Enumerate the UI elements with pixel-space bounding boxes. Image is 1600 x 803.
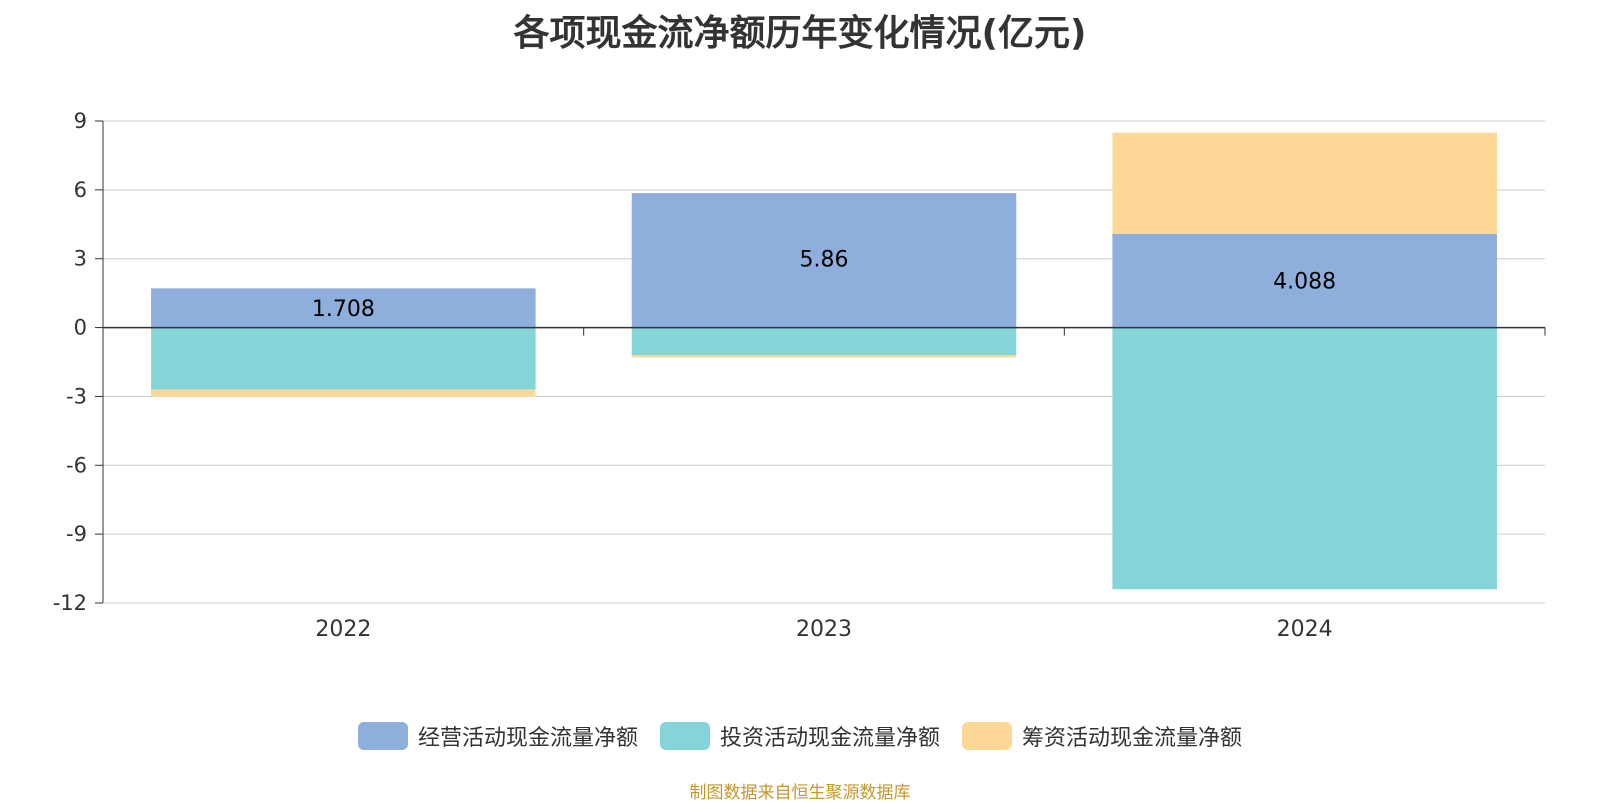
source-note: 制图数据来自恒生聚源数据库 bbox=[689, 783, 911, 803]
legend: 经营活动现金流量净额 投资活动现金流量净额 筹资活动现金流量净额 bbox=[0, 720, 1600, 752]
bar-investing-2024 bbox=[1112, 327, 1497, 590]
legend-swatch-operating bbox=[357, 722, 408, 750]
y-tick-label: 0 bbox=[74, 316, 87, 340]
y-tick-label: -9 bbox=[66, 522, 87, 546]
y-tick-label: 9 bbox=[74, 109, 87, 133]
y-tick-label: 6 bbox=[74, 178, 87, 202]
y-tick-label: -12 bbox=[53, 591, 87, 615]
legend-swatch-financing bbox=[962, 722, 1012, 750]
legend-item-operating[interactable]: 经营活动现金流量净额 bbox=[357, 720, 638, 752]
legend-label-operating: 经营活动现金流量净额 bbox=[417, 726, 638, 751]
legend-label-financing: 筹资活动现金流量净额 bbox=[1022, 726, 1243, 751]
x-tick-label: 2022 bbox=[315, 617, 371, 642]
legend-item-investing[interactable]: 投资活动现金流量净额 bbox=[659, 720, 940, 752]
data-label-2024: 4.088 bbox=[1273, 270, 1336, 295]
data-label-2022: 1.708 bbox=[312, 297, 375, 322]
bar-investing-2023 bbox=[631, 327, 1017, 356]
x-tick-label: 2023 bbox=[796, 617, 852, 642]
bar-operating-2022 bbox=[151, 288, 536, 328]
bar-financing-2024 bbox=[1112, 132, 1497, 234]
chart-plot: 9 6 3 0 -3 -6 -9 -12 1.708 2022 5.86 2023 4.088 2024 bbox=[53, 109, 1546, 642]
legend-swatch-investing bbox=[659, 722, 710, 750]
chart-title: 各项现金流净额历年变化情况(亿元) bbox=[513, 13, 1087, 54]
legend-item-financing[interactable]: 筹资活动现金流量净额 bbox=[962, 720, 1242, 752]
y-tick-label: 3 bbox=[74, 247, 87, 271]
data-label-2023: 5.86 bbox=[800, 248, 849, 273]
bar-investing-2022 bbox=[151, 327, 536, 390]
y-tick-label: -3 bbox=[66, 384, 87, 408]
legend-label-investing: 投资活动现金流量净额 bbox=[719, 726, 940, 751]
bar-financing-2022 bbox=[151, 389, 536, 397]
bar-operating-2023 bbox=[631, 193, 1017, 328]
bar-financing-2023 bbox=[631, 355, 1017, 358]
bar-operating-2024 bbox=[1112, 233, 1497, 328]
y-tick-label: -6 bbox=[66, 453, 87, 477]
x-tick-label: 2024 bbox=[1277, 617, 1333, 642]
